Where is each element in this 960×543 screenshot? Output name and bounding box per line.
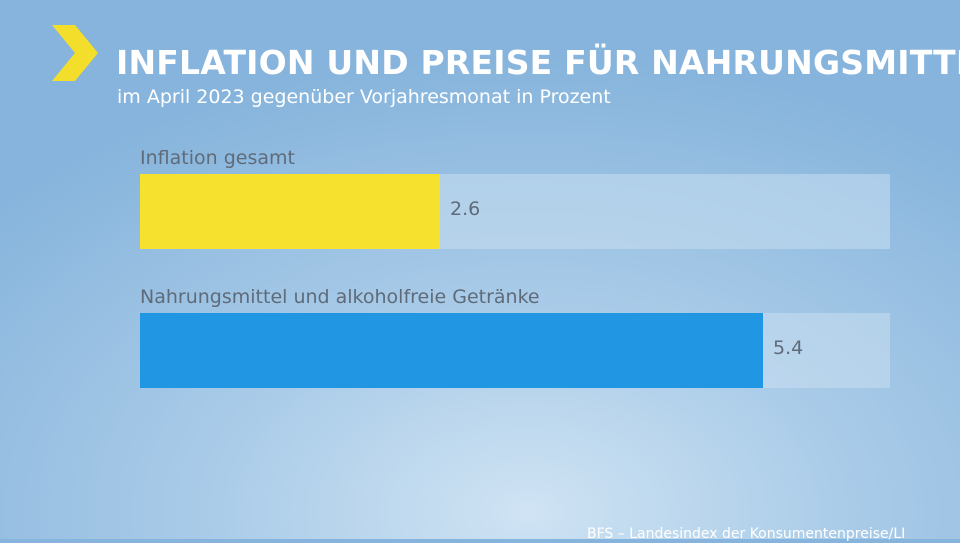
bar xyxy=(140,174,440,249)
chart-title: INFLATION UND PREISE FÜR NAHRUNGSMITTEL xyxy=(116,43,960,82)
data-label: 5.4 xyxy=(773,337,804,359)
category-label: Nahrungsmittel und alkoholfreie Getränke xyxy=(140,286,540,308)
chevron-logo-icon xyxy=(52,25,98,81)
bar-chart: Inflation gesamt 2.6 Nahrungsmittel und … xyxy=(140,140,890,400)
bar xyxy=(140,313,763,388)
category-label: Inflation gesamt xyxy=(140,147,295,169)
chart-subtitle: im April 2023 gegenüber Vorjahresmonat i… xyxy=(117,86,611,108)
bar-track: 2.6 xyxy=(140,174,890,249)
bar-track: 5.4 xyxy=(140,313,890,388)
data-label: 2.6 xyxy=(450,198,481,220)
source-note: BFS – Landesindex der Konsumentenpreise/… xyxy=(587,526,906,542)
